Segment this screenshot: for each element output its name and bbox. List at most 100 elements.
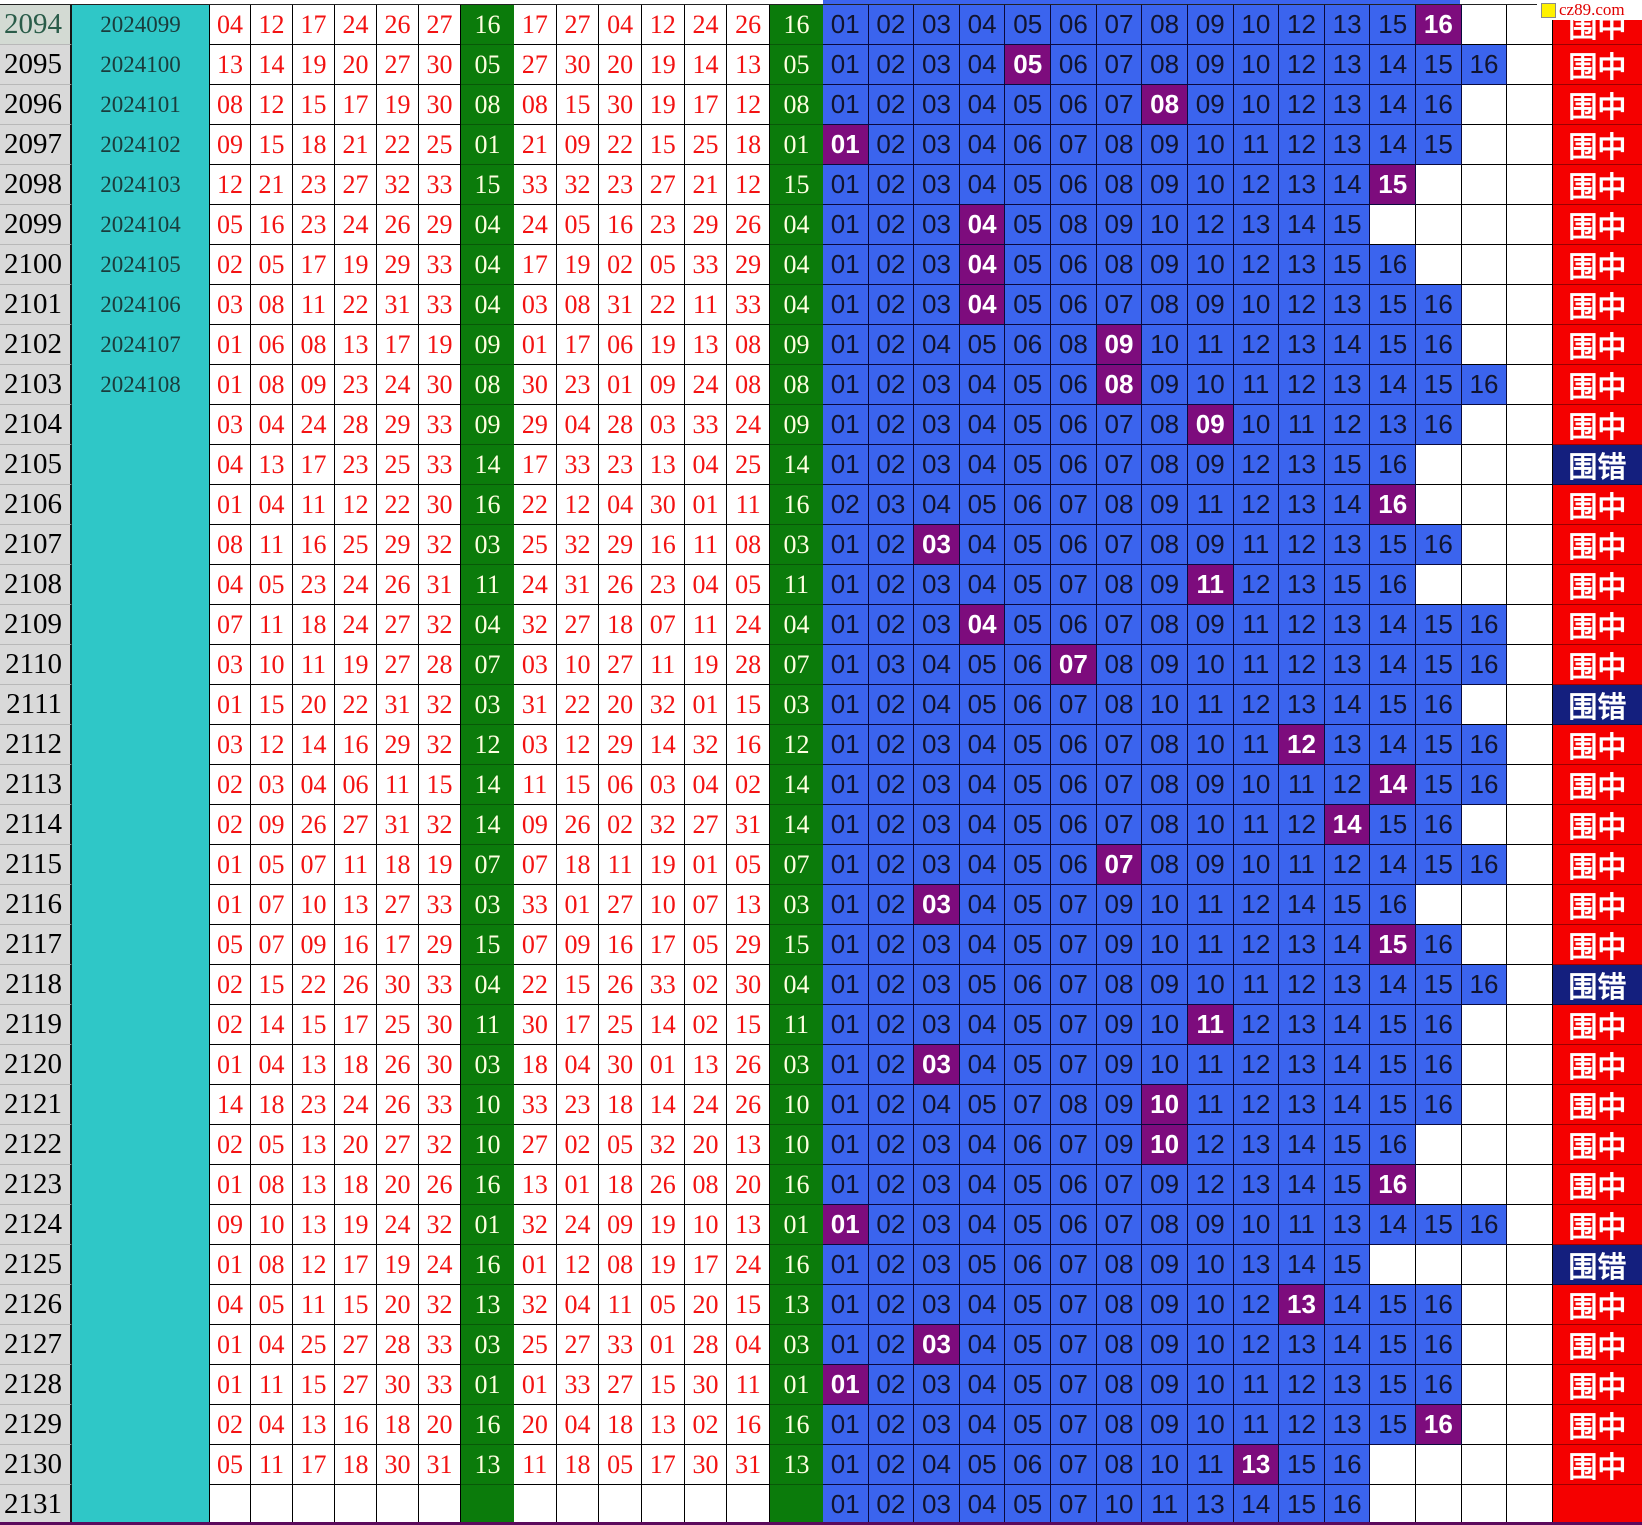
draw-order-red-number-cell: 09 [641,365,685,405]
sorted-red-number-cell: 11 [293,645,335,685]
grid-candidate-number-cell: 09 [1142,1405,1188,1445]
grid-candidate-number-cell: 03 [914,205,960,245]
draw-order-red-number-cell: 04 [727,1325,770,1365]
grid-empty-cell [1461,925,1508,965]
draw-order-red-number-cell: 04 [556,1405,600,1445]
sorted-red-number-cell: 04 [209,445,251,485]
sorted-red-number-cell: 11 [293,485,335,525]
grid-candidate-number-cell: 01 [822,445,869,485]
sorted-red-number-cell: 18 [293,125,335,165]
sorted-red-number-cell: 19 [335,1205,377,1245]
grid-candidate-number-cell: 10 [1142,1045,1188,1085]
grid-candidate-number-cell: 06 [1051,165,1097,205]
grid-candidate-number-cell: 15 [1416,845,1462,885]
grid-candidate-number-cell: 09 [1187,5,1234,45]
grid-candidate-number-cell: 12 [1233,925,1280,965]
grid-candidate-number-cell: 04 [959,1205,1006,1245]
result-cell: 围中 [1552,1045,1642,1085]
grid-candidate-number-cell: 03 [914,165,960,205]
draw-order-red-number-cell: 27 [514,1125,557,1165]
grid-empty-cell [1507,1245,1553,1285]
grid-empty-cell [1507,805,1553,845]
sorted-red-number-cell: 17 [335,1005,377,1045]
grid-candidate-number-cell: 15 [1416,605,1462,645]
grid-candidate-number-cell: 02 [868,845,915,885]
grid-candidate-number-cell: 15 [1416,645,1462,685]
grid-candidate-number-cell: 02 [868,125,915,165]
row-seq: 2100 [0,245,72,285]
grid-empty-cell [1461,1245,1508,1285]
draw-order-red-number-cell: 18 [599,1085,642,1125]
sorted-red-number-cell: 12 [251,725,293,765]
grid-candidate-number-cell: 13 [1324,85,1371,125]
grid-candidate-number-cell: 16 [1416,1045,1462,1085]
grid-empty-cell [1461,1285,1508,1325]
draw-order-red-number-cell: 02 [599,805,642,845]
draw-order-red-number-cell: 26 [727,5,770,45]
draw-order-red-number-cell: 20 [514,1405,557,1445]
period-cell [72,405,209,445]
sorted-red-number-cell: 09 [209,125,251,165]
grid-candidate-number-cell: 10 [1187,645,1234,685]
grid-candidate-number-cell: 08 [1096,1365,1143,1405]
grid-candidate-number-cell: 01 [822,605,869,645]
draw-order-red-number-cell: 32 [514,605,557,645]
grid-candidate-number-cell: 16 [1370,445,1417,485]
draw-order-red-number-cell: 26 [641,1165,685,1205]
draw-order-red-number-cell: 30 [514,1005,557,1045]
grid-empty-cell [1507,765,1553,805]
sorted-red-number-cell: 32 [419,605,461,645]
grid-candidate-number-cell: 07 [1051,125,1097,165]
grid-candidate-number-cell: 05 [1005,925,1052,965]
sorted-red-number-cell: 05 [251,1285,293,1325]
result-cell: 围中 [1552,725,1642,765]
period-cell [72,445,209,485]
grid-candidate-number-cell: 14 [1370,725,1417,765]
grid-candidate-number-cell: 15 [1370,1365,1417,1405]
row-seq: 2102 [0,325,72,365]
draw-order-red-number-cell: 12 [727,85,770,125]
draw-order-red-number-cell: 13 [727,1125,770,1165]
grid-hit-number-cell: 01 [822,1365,869,1405]
sorted-red-number-cell: 01 [209,685,251,725]
draw-order-red-number-cell: 33 [556,1365,600,1405]
sorted-red-number-cell: 20 [419,1405,461,1445]
sorted-red-number-cell: 33 [419,1325,461,1365]
grid-candidate-number-cell: 13 [1279,1085,1325,1125]
grid-candidate-number-cell: 13 [1279,245,1325,285]
sorted-red-number-cell: 23 [293,205,335,245]
sorted-red-number-cell: 04 [251,1325,293,1365]
grid-candidate-number-cell: 07 [1096,765,1143,805]
grid-hit-number-cell: 05 [1005,45,1052,85]
grid-candidate-number-cell: 05 [1005,525,1052,565]
grid-candidate-number-cell: 15 [1416,765,1462,805]
period-cell [72,1165,209,1205]
sorted-red-number-cell: 32 [419,685,461,725]
sorted-red-number-cell: 01 [209,1165,251,1205]
table-row: 2125 01 08 12 17 19 24 16 01 12 08 19 17 24 16 01 02 03 05… [0,1245,1642,1285]
sorted-red-number-cell: 01 [209,1245,251,1285]
grid-candidate-number-cell: 04 [959,165,1006,205]
grid-empty-cell [1507,1045,1553,1085]
grid-candidate-number-cell: 07 [1051,1005,1097,1045]
grid-candidate-number-cell: 12 [1324,765,1371,805]
grid-candidate-number-cell: 15 [1370,1045,1417,1085]
draw-order-red-number-cell: 01 [514,1365,557,1405]
grid-candidate-number-cell: 08 [1142,445,1188,485]
grid-candidate-number-cell: 05 [959,485,1006,525]
draw-order-red-number-cell: 29 [599,525,642,565]
grid-candidate-number-cell: 09 [1142,485,1188,525]
grid-candidate-number-cell: 16 [1461,365,1508,405]
table-row: 2097 2024102 09 15 18 21 22 25 01 21 09 22 15 25 18 01 0… [0,125,1642,165]
grid-empty-cell [1507,565,1553,605]
sorted-red-number-cell: 17 [335,85,377,125]
grid-candidate-number-cell: 01 [822,1325,869,1365]
blue-ball-green-cell: 16 [461,1405,514,1445]
grid-candidate-number-cell: 12 [1187,205,1234,245]
blue-ball-green-cell-repeat: 03 [769,525,823,565]
draw-order-red-number-cell: 23 [599,165,642,205]
grid-candidate-number-cell: 05 [1005,405,1052,445]
grid-empty-cell [1507,485,1553,525]
grid-candidate-number-cell: 04 [914,485,960,525]
grid-candidate-number-cell: 03 [914,1005,960,1045]
